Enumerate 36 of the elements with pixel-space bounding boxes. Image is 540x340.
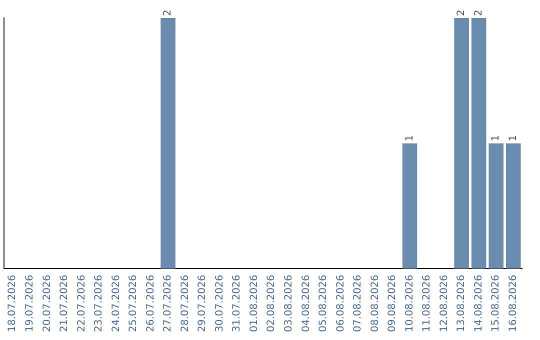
data-label: 1 (490, 134, 502, 142)
x-tick-label: 05.08.2026 (318, 274, 330, 332)
data-label: 1 (404, 134, 416, 142)
x-tick-label: 06.08.2026 (335, 274, 346, 332)
x-tick-label: 13.08.2026 (456, 274, 468, 332)
x-tick-label: 10.08.2026 (404, 274, 416, 332)
x-tick-label: 28.07.2026 (180, 274, 191, 332)
x-tick-label: 25.07.2026 (128, 274, 140, 332)
x-tick-label: 04.08.2026 (300, 274, 312, 332)
data-label: 2 (456, 10, 468, 16)
x-tick-label: 15.08.2026 (490, 274, 502, 332)
x-tick-label: 02.08.2026 (266, 274, 278, 332)
x-tick-label: 14.08.2026 (473, 274, 484, 332)
x-tick-label: 20.07.2026 (42, 274, 53, 332)
x-tick-label: 23.07.2026 (94, 274, 105, 332)
x-tick-label: 12.08.2026 (438, 274, 450, 332)
x-tick-label: 30.07.2026 (214, 274, 226, 332)
x-tick-label: 07.08.2026 (352, 274, 364, 332)
x-tick-label: 03.08.2026 (283, 274, 294, 332)
x-tick-label: 19.07.2026 (24, 274, 36, 332)
x-tick-label: 27.07.2026 (162, 274, 174, 332)
x-tick-label: 18.07.2026 (7, 274, 18, 332)
x-tick-label: 08.08.2026 (370, 274, 381, 332)
data-label: 2 (473, 10, 484, 16)
data-label: 2 (162, 10, 174, 16)
x-tick-label: 24.07.2026 (110, 274, 122, 332)
data-label: 1 (508, 134, 519, 142)
x-tick-label: 21.07.2026 (59, 274, 70, 332)
x-tick-label: 31.07.2026 (232, 274, 243, 332)
x-tick-label: 11.08.2026 (422, 274, 433, 332)
x-tick-label: 16.08.2026 (508, 274, 519, 332)
x-tick-label: 01.08.2026 (248, 274, 260, 332)
x-tick-label: 22.07.2026 (76, 274, 88, 332)
x-tick-label: 09.08.2026 (387, 274, 398, 332)
x-tick-label: 29.07.2026 (197, 274, 208, 332)
x-tick-label: 26.07.2026 (145, 274, 156, 332)
